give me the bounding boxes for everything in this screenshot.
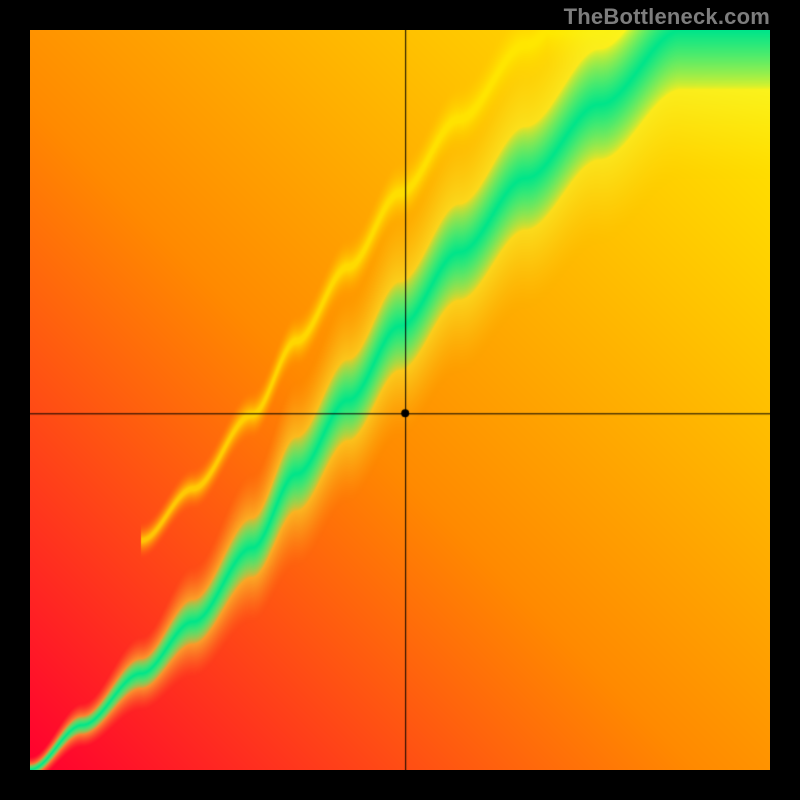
watermark-text: TheBottleneck.com xyxy=(564,4,770,30)
chart-container: TheBottleneck.com xyxy=(0,0,800,800)
bottleneck-heatmap xyxy=(30,30,770,770)
